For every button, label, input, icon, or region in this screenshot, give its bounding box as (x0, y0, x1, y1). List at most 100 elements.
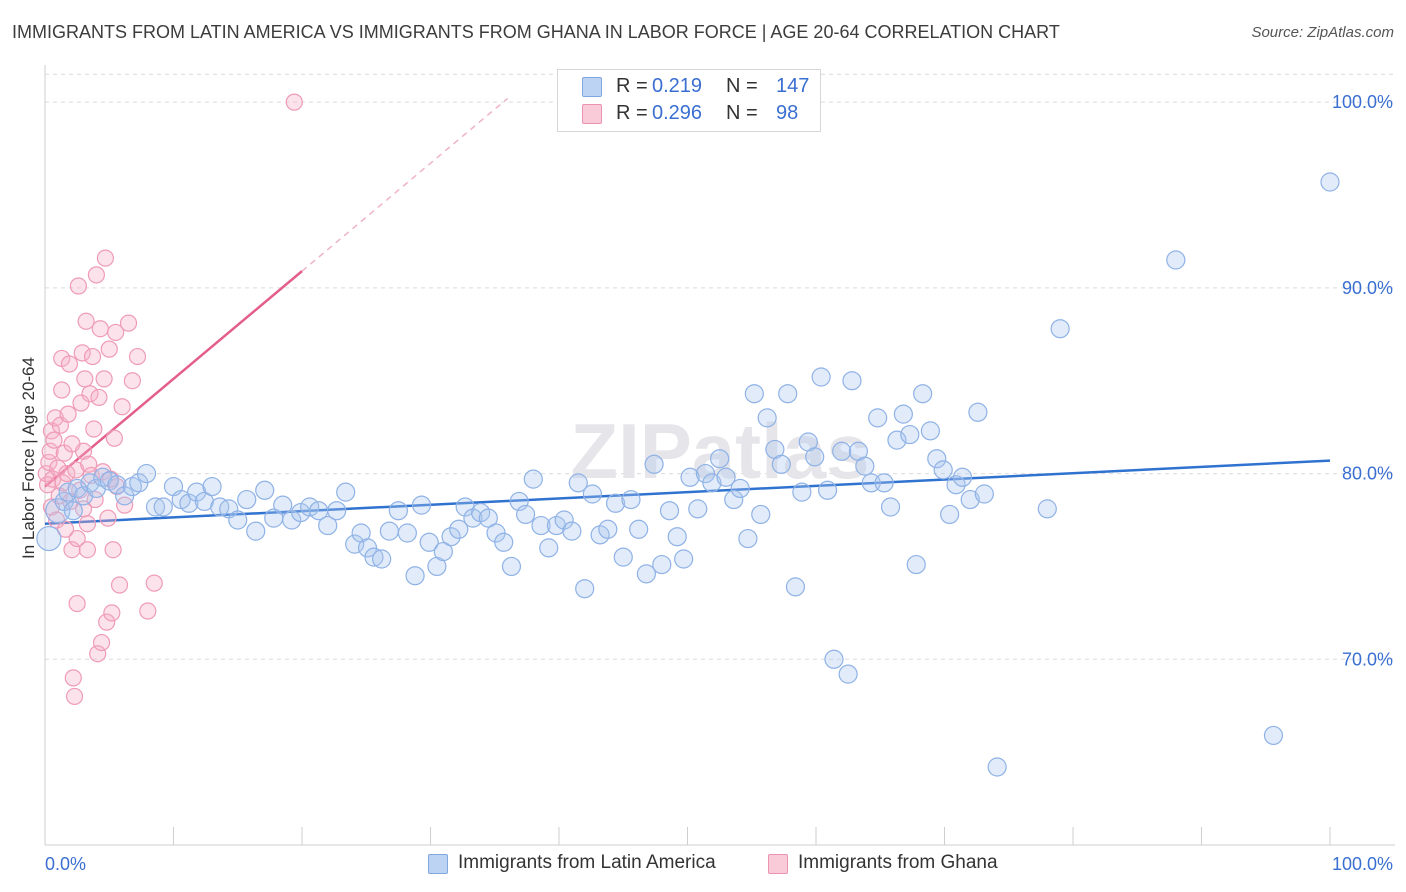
x-tick-label: 0.0% (45, 854, 86, 874)
latin-america-point (36, 525, 62, 552)
latin-america-point (273, 495, 293, 515)
trend-lines (44, 97, 1331, 525)
ghana-point (105, 429, 123, 447)
latin-america-point (568, 473, 588, 493)
latin-america-point (336, 482, 356, 502)
latin-america-point (880, 497, 901, 517)
latin-america-point (246, 521, 266, 541)
ghana-point (81, 385, 99, 403)
latin-america-point (582, 484, 603, 504)
legend-r-value: 0.219 (652, 75, 703, 97)
latin-america-point (449, 519, 469, 539)
ghana-point (45, 431, 63, 449)
bottom-legend-swatch-blue (428, 854, 448, 874)
y-tick-labels: 70.0% 80.0% 90.0% 100.0% (1332, 92, 1393, 669)
latin-america-point (724, 489, 744, 510)
latin-america-point (920, 421, 940, 441)
y-tick-label: 80.0% (1342, 464, 1393, 484)
y-axis-label: In Labor Force | Age 20-64 (19, 357, 38, 559)
latin-america-point (785, 577, 806, 597)
latin-america-point (710, 449, 730, 469)
latin-america-point (702, 473, 722, 493)
latin-america-point (906, 554, 926, 575)
latin-america-point (1320, 172, 1340, 192)
legend-n-label: N = (726, 75, 758, 97)
ghana-point (113, 398, 131, 416)
ghana-point (54, 474, 72, 492)
latin-america-point (136, 463, 157, 484)
latin-america-point (933, 460, 953, 480)
x-tick-label: 100.0% (1332, 854, 1393, 874)
latin-america-point (778, 384, 798, 404)
latin-america-point (974, 484, 994, 504)
latin-america-point (680, 467, 700, 487)
latin-america-point (613, 547, 633, 567)
latin-america-point (1050, 319, 1070, 339)
latin-america-point (987, 757, 1007, 777)
ghana-point (76, 370, 94, 388)
legend-r-label: R = (616, 75, 648, 97)
ghana-point (98, 613, 116, 631)
latin-america-point (744, 384, 764, 404)
ghana-trend-line (44, 270, 303, 488)
latin-america-point (397, 523, 417, 543)
ghana-point (95, 370, 113, 388)
latin-america-point (327, 501, 347, 521)
latin-america-point (751, 504, 771, 525)
ghana-point (53, 381, 71, 399)
ghana-trend-extension (301, 97, 509, 272)
latin-america-point (531, 515, 551, 536)
latin-america-point (1037, 499, 1057, 519)
ghana-point (128, 347, 147, 366)
ghana-point (41, 442, 59, 460)
correlation-legend: R = 0.219 N = 147 R = 0.296 N = 98 (557, 69, 821, 132)
latin-america-point (554, 510, 574, 530)
latin-america-point (730, 478, 750, 499)
latin-america-point (805, 447, 825, 467)
latin-america-points (36, 172, 1340, 777)
latin-america-point (952, 467, 973, 487)
bottom-legend-label: Immigrants from Ghana (798, 852, 998, 873)
ghana-point (74, 442, 93, 460)
ghana-point (78, 541, 97, 559)
ghana-point (78, 515, 97, 533)
ghana-point (99, 509, 117, 527)
ghana-point (90, 388, 108, 407)
latin-america-point (824, 649, 844, 669)
ghana-point (65, 687, 84, 706)
ghana-point (107, 323, 125, 342)
latin-america-point (153, 497, 173, 517)
latin-america-point (605, 493, 626, 513)
latin-america-point (946, 475, 966, 495)
ghana-point (110, 576, 129, 594)
latin-america-point (868, 408, 888, 428)
latin-america-point (1263, 725, 1284, 746)
legend-r-label: R = (616, 102, 648, 124)
latin-america-point (379, 521, 399, 541)
ghana-point (145, 574, 163, 592)
latin-america-point (419, 532, 439, 552)
latin-america-point (357, 538, 378, 558)
ghana-point (56, 520, 75, 538)
latin-america-point (674, 549, 694, 569)
latin-america-point (515, 504, 536, 525)
latin-america-point (575, 579, 595, 599)
ghana-point (87, 266, 106, 284)
ghana-point (68, 594, 86, 613)
ghana-point (85, 420, 103, 438)
latin-america-point (629, 519, 649, 539)
latin-america-point (667, 527, 687, 547)
latin-america-point (927, 449, 947, 469)
latin-america-point (940, 504, 960, 525)
latin-america-point (598, 519, 618, 539)
latin-america-point (345, 534, 365, 554)
latin-america-point (433, 541, 453, 562)
latin-america-point (757, 408, 777, 428)
ghana-point (64, 669, 82, 687)
ghana-point (123, 372, 141, 390)
ghana-point (119, 314, 138, 332)
latin-america-point (636, 564, 656, 584)
ghana-point (69, 277, 88, 295)
latin-america-point (1166, 250, 1186, 270)
